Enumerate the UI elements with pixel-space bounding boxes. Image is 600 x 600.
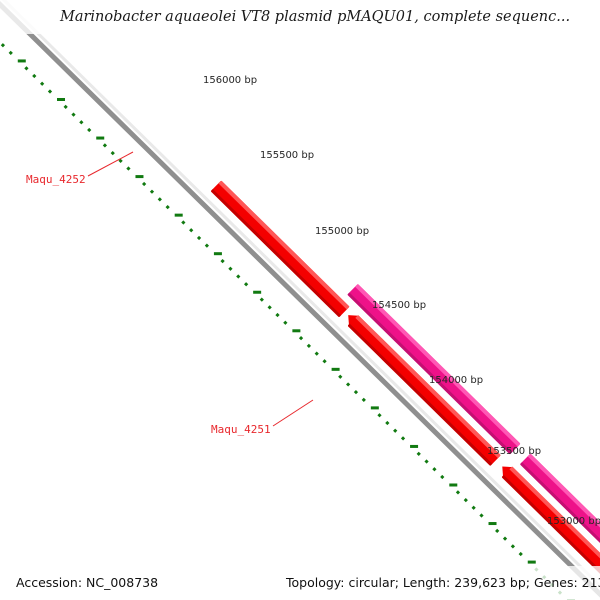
gene-label[interactable]: Maqu_4252 xyxy=(26,173,86,186)
status-bar: Accession: NC_008738 Topology: circular;… xyxy=(0,566,600,600)
ruler-tick-label: 154000 bp xyxy=(429,375,484,386)
ruler-tick-label: 154500 bp xyxy=(372,300,427,311)
ruler-tick-label: 153500 bp xyxy=(487,446,542,457)
gene-leader-line xyxy=(272,399,314,427)
ruler-tick-label: 155000 bp xyxy=(315,226,370,237)
gene-label[interactable]: Maqu_4251 xyxy=(211,423,271,436)
accession-label: Accession: NC_008738 xyxy=(16,575,159,590)
sequence-summary: Topology: circular; Length: 239,623 bp; … xyxy=(286,575,600,590)
title-bar: Marinobacter aquaeolei VT8 plasmid pMAQU… xyxy=(0,0,600,34)
ruler-tick-label: 156000 bp xyxy=(203,75,258,86)
gene-leader-line xyxy=(87,151,134,177)
ruler-tick-label: 155500 bp xyxy=(260,150,315,161)
page-title: Marinobacter aquaeolei VT8 plasmid pMAQU… xyxy=(60,9,571,25)
ruler-tick-label: 153000 bp xyxy=(547,516,600,527)
